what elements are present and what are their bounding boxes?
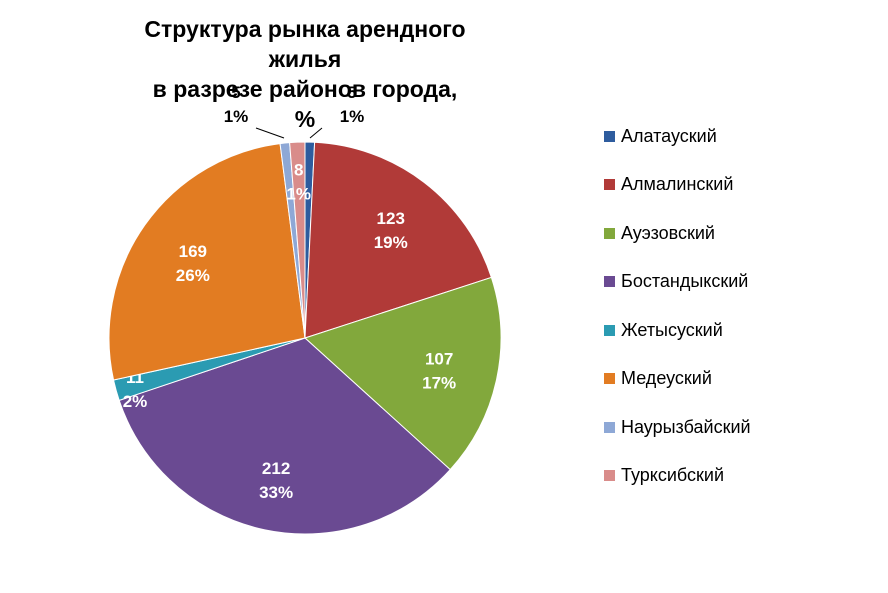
pie-slice-8 [289,141,306,339]
legend-label-3: Ауэзовский [621,222,715,243]
chart-title: Структура рынка арендного жилья в разрез… [140,14,470,134]
data-label-value-7: 5 [231,83,240,102]
legend-swatch-1 [604,130,615,142]
data-label-percent-4: 33% [259,483,293,502]
leader-line-1 [309,127,323,139]
pie-slice-3 [304,276,502,471]
legend-swatch-3 [604,227,615,239]
data-label-value-4: 212 [262,459,290,478]
data-label-percent-3: 17% [422,374,456,393]
legend-item-3: Ауэзовский [604,220,715,246]
legend-label-8: Турксибский [621,465,725,485]
leader-line-7 [255,127,285,139]
legend-item-1: Алатауский [604,123,717,149]
data-label-percent-6: 26% [176,266,210,285]
pie-slice-2 [304,141,493,339]
data-label-value-6: 169 [179,242,207,261]
data-label-percent-2: 19% [374,233,408,252]
legend-swatch-5 [604,324,615,336]
legend-item-2: Алмалинский [604,172,733,198]
legend-label-2: Алмалинский [621,174,734,194]
legend-label-1: Алатауский [621,125,717,146]
data-label-value-1: 5 [347,83,356,102]
legend-label-7: Наурызбайский [621,416,751,437]
data-label-value-3: 107 [425,350,453,369]
legend-label-4: Бостандыкский [621,271,749,291]
pie-slice-4 [118,337,451,535]
legend-label-5: Жетысуский [621,319,723,340]
data-label-percent-5: 2% [123,392,148,411]
data-label-percent-7: 1% [224,107,249,126]
legend-item-6: Медеуский [604,366,712,392]
data-label-percent-8: 1% [286,184,311,203]
legend-item-5: Жетысуский [604,317,723,343]
data-label-value-8: 8 [294,160,303,179]
legend-item-7: Наурызбайский [604,414,751,440]
legend-swatch-2 [604,179,615,190]
legend-item-8: Турксибский [604,463,724,489]
pie-slice-6 [108,143,306,381]
data-label-percent-1: 1% [340,107,365,126]
legend-swatch-6 [604,373,615,384]
legend-label-6: Медеуский [621,368,712,388]
data-label-value-2: 123 [377,209,405,228]
legend-item-4: Бостандыкский [604,269,748,295]
legend-swatch-4 [604,276,615,287]
chart-title-line-2: в разрезе районов города, % [152,76,458,132]
legend-swatch-7 [604,421,615,433]
chart-title-line-1: Структура рынка арендного жилья [144,16,466,72]
legend-swatch-8 [604,470,615,481]
